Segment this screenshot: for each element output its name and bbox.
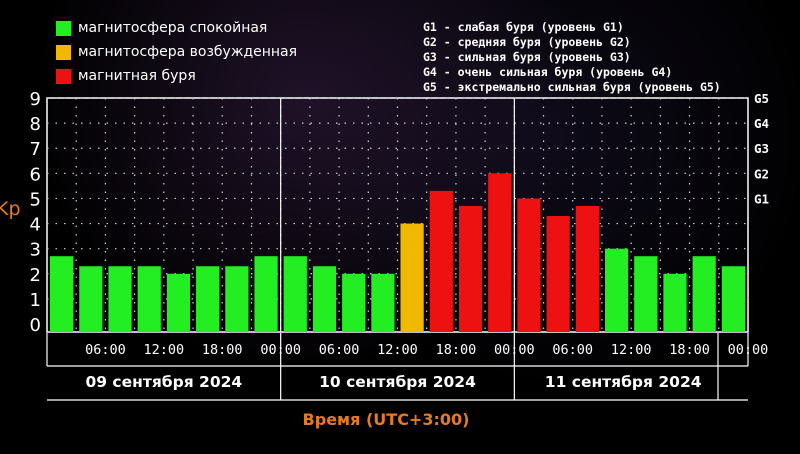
y-tick-label: 8: [30, 114, 41, 135]
legend-label-storm: магнитная буря: [78, 68, 196, 84]
kp-bar: [196, 266, 220, 332]
day-label: 09 сентября 2024: [85, 373, 242, 391]
time-tick-label: 00:00: [728, 342, 769, 358]
time-tick-label: 06:00: [85, 342, 126, 358]
kp-bar: [342, 273, 366, 332]
g-level-tick: G3: [754, 141, 769, 156]
kp-bar: [429, 190, 453, 332]
legend-item-active: магнитосфера возбужденная: [56, 40, 297, 64]
g2-description: G2 - средняя буря (уровень G2): [423, 35, 631, 49]
y-tick-label: 9: [30, 89, 41, 110]
kp-bar: [663, 273, 687, 332]
time-tick-label: 12:00: [144, 342, 185, 358]
y-tick-label: 3: [30, 240, 41, 261]
kp-bar: [400, 223, 424, 332]
y-tick-label: 0: [30, 315, 41, 336]
time-tick-label: 18:00: [669, 342, 710, 358]
time-tick-label: 12:00: [611, 342, 652, 358]
kp-bar: [108, 266, 132, 332]
day-label: 11 сентября 2024: [545, 373, 702, 391]
kp-bar: [692, 256, 716, 332]
kp-bar: [225, 266, 249, 332]
kp-bar: [575, 205, 599, 332]
time-tick-label: 18:00: [436, 342, 477, 358]
y-tick-label: 6: [30, 164, 41, 185]
kp-bar: [137, 266, 161, 332]
kp-bar: [721, 266, 745, 332]
legend-item-quiet: магнитосфера спокойная: [56, 16, 297, 40]
kp-bar: [79, 266, 103, 332]
g5-description: G5 - экстремально сильная буря (уровень …: [423, 80, 721, 94]
y-tick-label: 5: [30, 189, 41, 210]
kp-bar: [254, 256, 278, 332]
kp-bar: [488, 173, 512, 332]
y-tick-label: 2: [30, 265, 41, 286]
y-axis-label: Kp: [0, 198, 21, 220]
x-axis-label: Время (UTC+3:00): [303, 410, 470, 429]
g4-description: G4 - очень сильная буря (уровень G4): [423, 65, 673, 79]
kp-bar: [517, 198, 541, 332]
legend-swatch-active: [56, 44, 71, 60]
time-tick-label: 06:00: [319, 342, 360, 358]
kp-bar: [312, 266, 337, 332]
y-tick-label: 4: [30, 215, 41, 236]
legend: магнитосфера спокойная магнитосфера возб…: [56, 16, 297, 88]
time-tick-label: 18:00: [202, 342, 243, 358]
g-level-tick: G4: [754, 116, 769, 131]
kp-bar: [604, 248, 629, 332]
kp-bar: [634, 256, 658, 332]
kp-bar: [283, 256, 307, 332]
day-label: 10 сентября 2024: [319, 373, 476, 391]
kp-bar: [458, 205, 483, 332]
legend-swatch-storm: [56, 68, 71, 84]
g1-description: G1 - слабая буря (уровень G1): [423, 20, 624, 34]
time-tick-label: 12:00: [377, 342, 418, 358]
legend-item-storm: магнитная буря: [56, 64, 297, 88]
g-level-tick: G5: [754, 91, 769, 106]
kp-bar: [546, 216, 570, 332]
storm-level-legend: G1 - слабая буря (уровень G1) G2 - средн…: [423, 20, 721, 95]
g-level-tick: G2: [754, 166, 769, 181]
legend-label-quiet: магнитосфера спокойная: [78, 20, 268, 36]
g3-description: G3 - сильная буря (уровень G3): [423, 50, 631, 64]
time-tick-label: 06:00: [552, 342, 593, 358]
legend-label-active: магнитосфера возбужденная: [78, 44, 298, 60]
kp-bar: [371, 273, 395, 332]
legend-swatch-quiet: [56, 20, 71, 36]
g-level-tick: G1: [754, 191, 769, 206]
y-tick-label: 1: [30, 290, 41, 311]
y-tick-label: 7: [30, 139, 41, 160]
kp-bar: [50, 256, 74, 332]
kp-bar: [166, 273, 191, 332]
